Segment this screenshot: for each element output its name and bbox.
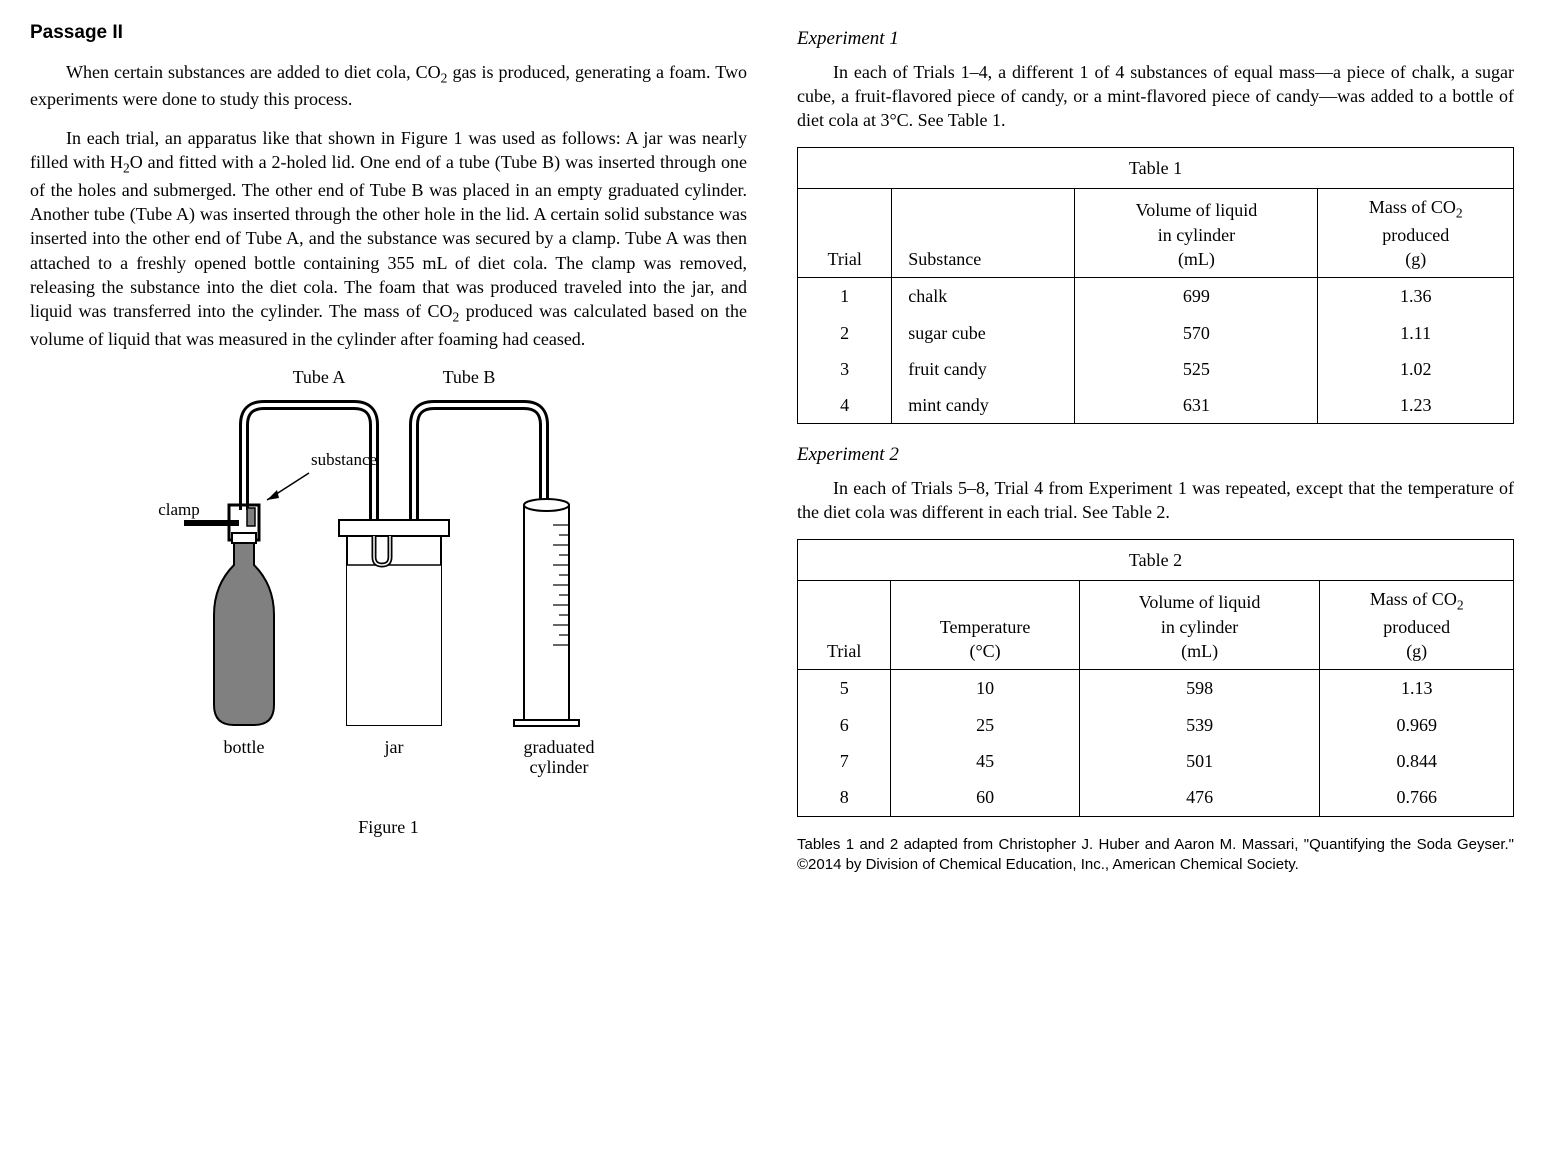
t2-r4-trial: 8: [798, 779, 891, 816]
table-1-caption: Table 1: [798, 147, 1514, 188]
jar-icon: [339, 520, 449, 725]
th2-temp: Temperature (°C): [891, 580, 1079, 669]
table-2-caption: Table 2: [798, 539, 1514, 580]
th2-mass: Mass of CO2 produced (g): [1320, 580, 1514, 669]
intro-paragraph-2: In each trial, an apparatus like that sh…: [30, 126, 747, 352]
label-tube-b: Tube B: [442, 367, 495, 387]
t2-r2-trial: 6: [798, 707, 891, 743]
figure-caption: Figure 1: [358, 815, 419, 839]
sub-2b: 2: [123, 161, 130, 176]
figure-1: Tube A Tube B substance clamp: [30, 365, 747, 839]
table-1: Table 1 Trial Substance Volume of liquid…: [797, 147, 1514, 425]
bottle-icon: [214, 533, 274, 725]
t2-r1-mass: 1.13: [1320, 670, 1514, 707]
t2-r3-mass: 0.844: [1320, 743, 1514, 779]
label-cyl2: cylinder: [529, 757, 588, 777]
label-jar: jar: [383, 737, 403, 757]
t1-r4-sub: mint candy: [892, 387, 1075, 424]
th-trial: Trial: [798, 188, 892, 277]
th2-trial: Trial: [798, 580, 891, 669]
table-2: Table 2 Trial Temperature (°C) Volume of…: [797, 539, 1514, 817]
experiment-1-title: Experiment 1: [797, 26, 1514, 52]
t2-r1-vol: 598: [1079, 670, 1320, 707]
t1-r1-vol: 699: [1075, 278, 1318, 315]
th-substance: Substance: [892, 188, 1075, 277]
t1-r1-sub: chalk: [892, 278, 1075, 315]
t2-r2-vol: 539: [1079, 707, 1320, 743]
t1-r1-mass: 1.36: [1318, 278, 1514, 315]
t2-r2-mass: 0.969: [1320, 707, 1514, 743]
label-bottle: bottle: [223, 737, 264, 757]
t2-r1-trial: 5: [798, 670, 891, 707]
t2-r4-temp: 60: [891, 779, 1079, 816]
t1-r3-vol: 525: [1075, 351, 1318, 387]
t1-r3-sub: fruit candy: [892, 351, 1075, 387]
t1-r2-vol: 570: [1075, 315, 1318, 351]
cylinder-icon: [514, 499, 579, 726]
t1-r4-vol: 631: [1075, 387, 1318, 424]
t2-r4-mass: 0.766: [1320, 779, 1514, 816]
intro-paragraph-1: When certain substances are added to die…: [30, 60, 747, 112]
t1-r1-trial: 1: [798, 278, 892, 315]
t1-r3-trial: 3: [798, 351, 892, 387]
t2-r3-vol: 501: [1079, 743, 1320, 779]
apparatus-diagram: Tube A Tube B substance clamp: [129, 365, 649, 805]
t1-r4-trial: 4: [798, 387, 892, 424]
t2-r4-vol: 476: [1079, 779, 1320, 816]
label-cyl1: graduated: [523, 737, 594, 757]
t1-r3-mass: 1.02: [1318, 351, 1514, 387]
t1-r2-trial: 2: [798, 315, 892, 351]
t2-r3-temp: 45: [891, 743, 1079, 779]
credit-line: Tables 1 and 2 adapted from Christopher …: [797, 835, 1514, 876]
th-volume: Volume of liquid in cylinder (mL): [1075, 188, 1318, 277]
intro-p1-a: When certain substances are added to die…: [66, 62, 441, 82]
label-substance: substance: [310, 450, 376, 469]
t1-r2-sub: sugar cube: [892, 315, 1075, 351]
t1-r2-mass: 1.11: [1318, 315, 1514, 351]
experiment-2-title: Experiment 2: [797, 442, 1514, 468]
experiment-2-para: In each of Trials 5–8, Trial 4 from Expe…: [797, 476, 1514, 525]
t2-r2-temp: 25: [891, 707, 1079, 743]
intro-p2-b: O and fitted with a 2-holed lid. One end…: [30, 152, 747, 321]
t1-r4-mass: 1.23: [1318, 387, 1514, 424]
th-mass: Mass of CO2 produced (g): [1318, 188, 1514, 277]
t2-r1-temp: 10: [891, 670, 1079, 707]
th2-volume: Volume of liquid in cylinder (mL): [1079, 580, 1320, 669]
experiment-1-para: In each of Trials 1–4, a different 1 of …: [797, 60, 1514, 133]
label-clamp: clamp: [158, 500, 200, 519]
passage-label: Passage II: [30, 20, 747, 46]
label-tube-a: Tube A: [292, 367, 345, 387]
t2-r3-trial: 7: [798, 743, 891, 779]
